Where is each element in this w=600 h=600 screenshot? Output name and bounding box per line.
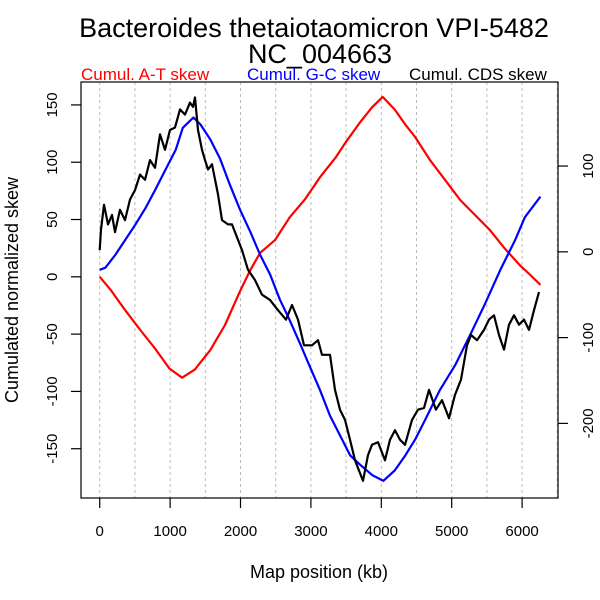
y-axis-right: -200 -100 0 100 [558,154,597,438]
series-line-0 [98,95,542,379]
x-axis-title: Map position (kb) [250,562,388,582]
x-tick-label: 2000 [224,523,257,540]
y-tick-label-right: 0 [580,248,597,256]
chart-title: Bacteroides thetaiotaomicron VPI-5482 [79,13,549,43]
y-tick-label-left: -100 [44,376,61,406]
x-tick-label: 5000 [435,523,468,540]
x-tick-label: 3000 [294,523,327,540]
y-axis-left: -150 -100 -50 0 50 100 150 [44,92,81,464]
y-tick-label-left: -150 [44,434,61,464]
x-tick-label: 6000 [505,523,538,540]
x-tick-label: 1000 [153,523,186,540]
y-tick-label-right: -200 [580,408,597,438]
y-tick-label-left: -50 [44,323,61,345]
legend-at-skew: Cumul. A-T skew [81,65,210,84]
grid-lines [99,82,558,498]
legend-gc-skew: Cumul. G-C skew [247,65,381,84]
plot-frame [80,81,559,499]
chart-subtitle: NC_004663 [248,39,392,69]
y-tick-label-right: -100 [580,323,597,353]
y-tick-label-right: 100 [580,154,597,179]
x-tick-label: 4000 [365,523,398,540]
x-axis: 0 1000 2000 3000 4000 5000 6000 [96,498,539,540]
x-tick-label: 0 [96,523,104,540]
series-line-1 [99,116,542,482]
y-tick-label-left: 100 [44,150,61,175]
y-axis-title: Cumulated normalized skew [2,176,22,403]
legend-cds-skew: Cumul. CDS skew [409,65,548,84]
y-tick-label-left: 0 [44,273,61,281]
y-tick-label-left: 150 [44,92,61,117]
series-line-2 [98,96,541,482]
series-group [98,95,542,482]
y-tick-label-left: 50 [44,211,61,228]
